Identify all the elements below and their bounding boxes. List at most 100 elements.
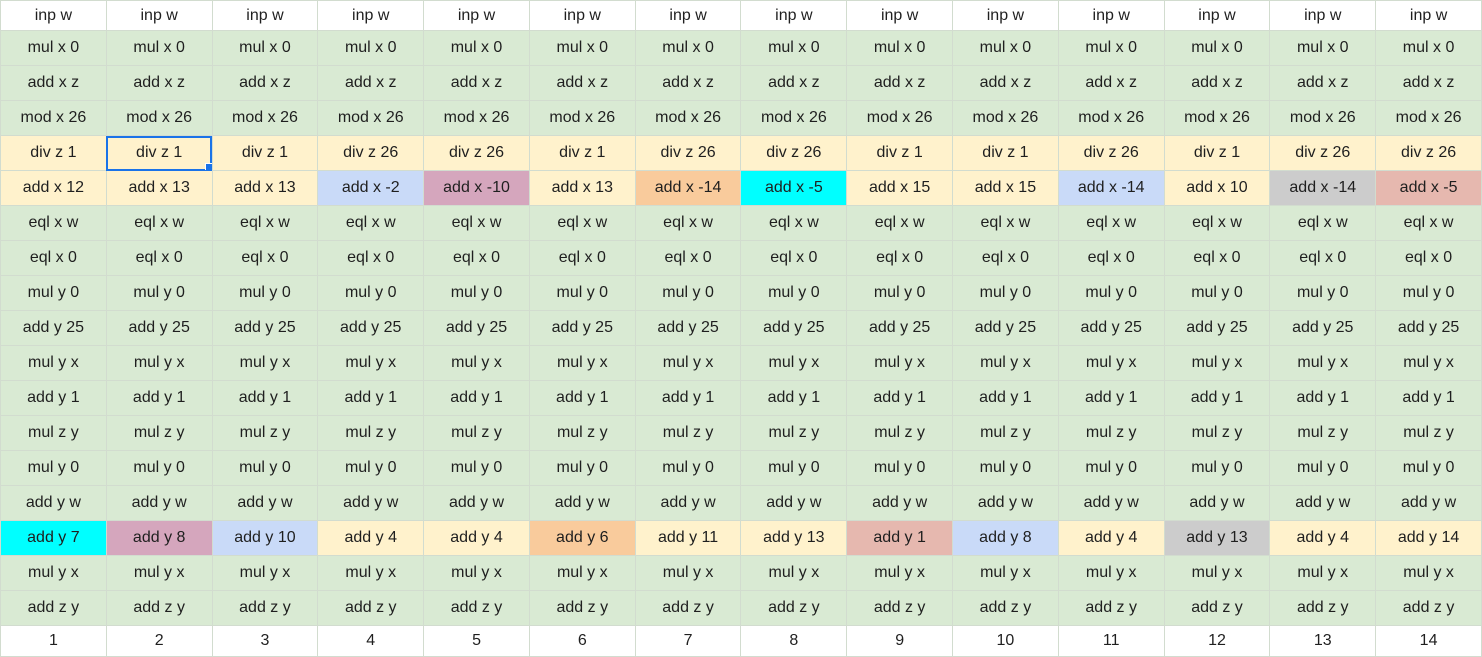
- sheet-cell[interactable]: div z 26: [1375, 135, 1482, 171]
- sheet-cell[interactable]: div z 1: [846, 135, 954, 171]
- sheet-cell[interactable]: add x 13: [528, 170, 636, 206]
- sheet-cell[interactable]: add y 1: [423, 380, 530, 416]
- sheet-cell[interactable]: add y 25: [211, 310, 319, 346]
- sheet-cell[interactable]: add y w: [952, 485, 1059, 521]
- sheet-cell[interactable]: div z 26: [1057, 135, 1165, 171]
- sheet-cell[interactable]: mul y x: [211, 345, 319, 381]
- sheet-cell[interactable]: add y 1: [1163, 380, 1271, 416]
- sheet-cell[interactable]: mul z y: [740, 415, 848, 451]
- sheet-cell[interactable]: mod x 26: [1163, 100, 1271, 136]
- sheet-cell[interactable]: mul x 0: [740, 30, 848, 66]
- sheet-cell[interactable]: div z 1: [211, 135, 319, 171]
- sheet-cell[interactable]: eql x w: [211, 205, 319, 241]
- sheet-cell[interactable]: div z 1: [1163, 135, 1271, 171]
- sheet-cell[interactable]: mul y x: [105, 555, 213, 591]
- sheet-cell[interactable]: add y w: [740, 485, 848, 521]
- sheet-cell[interactable]: add y w: [634, 485, 742, 521]
- sheet-cell[interactable]: eql x 0: [1163, 240, 1271, 276]
- sheet-cell[interactable]: add y 10: [211, 520, 319, 556]
- sheet-cell[interactable]: add y 25: [952, 310, 1059, 346]
- sheet-cell[interactable]: 10: [952, 625, 1059, 657]
- sheet-cell[interactable]: mul y 0: [0, 450, 107, 486]
- sheet-cell[interactable]: add y 25: [634, 310, 742, 346]
- sheet-cell[interactable]: mul y 0: [423, 450, 530, 486]
- sheet-cell[interactable]: mod x 26: [952, 100, 1059, 136]
- sheet-cell[interactable]: eql x 0: [105, 240, 213, 276]
- sheet-cell[interactable]: add y 13: [740, 520, 848, 556]
- sheet-cell[interactable]: mul y 0: [105, 275, 213, 311]
- sheet-cell[interactable]: mul y x: [211, 555, 319, 591]
- sheet-cell[interactable]: add z y: [1163, 590, 1271, 626]
- sheet-cell[interactable]: mul x 0: [1057, 30, 1165, 66]
- sheet-cell[interactable]: mul y 0: [846, 450, 954, 486]
- sheet-cell[interactable]: mul y x: [740, 555, 848, 591]
- sheet-cell[interactable]: mul z y: [423, 415, 530, 451]
- sheet-cell[interactable]: eql x w: [1163, 205, 1271, 241]
- sheet-cell[interactable]: mul y 0: [1163, 450, 1271, 486]
- sheet-cell[interactable]: mul z y: [1163, 415, 1271, 451]
- sheet-cell[interactable]: add z y: [528, 590, 636, 626]
- sheet-cell[interactable]: mod x 26: [1057, 100, 1165, 136]
- sheet-cell[interactable]: mul y 0: [846, 275, 954, 311]
- sheet-cell[interactable]: mul x 0: [211, 30, 319, 66]
- sheet-cell[interactable]: add y 8: [952, 520, 1059, 556]
- sheet-cell[interactable]: eql x w: [634, 205, 742, 241]
- sheet-cell[interactable]: mul y 0: [1057, 275, 1165, 311]
- sheet-cell[interactable]: add x z: [105, 65, 213, 101]
- sheet-cell[interactable]: div z 1: [952, 135, 1059, 171]
- sheet-cell[interactable]: mul y x: [1375, 555, 1482, 591]
- sheet-cell[interactable]: inp w: [1269, 0, 1377, 31]
- sheet-cell[interactable]: eql x 0: [1269, 240, 1377, 276]
- sheet-cell[interactable]: mul z y: [317, 415, 425, 451]
- sheet-cell[interactable]: eql x w: [1375, 205, 1482, 241]
- sheet-cell[interactable]: add z y: [423, 590, 530, 626]
- sheet-cell[interactable]: add y 1: [846, 380, 954, 416]
- sheet-cell[interactable]: mul x 0: [846, 30, 954, 66]
- sheet-cell[interactable]: add y w: [1057, 485, 1165, 521]
- sheet-cell[interactable]: mul y 0: [528, 450, 636, 486]
- sheet-cell[interactable]: eql x 0: [317, 240, 425, 276]
- sheet-cell[interactable]: eql x w: [740, 205, 848, 241]
- sheet-cell[interactable]: 9: [846, 625, 954, 657]
- sheet-cell[interactable]: mod x 26: [317, 100, 425, 136]
- sheet-cell[interactable]: add z y: [317, 590, 425, 626]
- sheet-cell[interactable]: mul x 0: [952, 30, 1059, 66]
- sheet-cell[interactable]: eql x w: [105, 205, 213, 241]
- sheet-cell[interactable]: add y 1: [634, 380, 742, 416]
- fill-handle[interactable]: [204, 163, 212, 170]
- sheet-cell[interactable]: add z y: [1269, 590, 1377, 626]
- sheet-cell[interactable]: mul x 0: [528, 30, 636, 66]
- sheet-cell[interactable]: add y 25: [1163, 310, 1271, 346]
- sheet-cell[interactable]: add x z: [423, 65, 530, 101]
- sheet-cell[interactable]: add y 11: [634, 520, 742, 556]
- sheet-cell[interactable]: add z y: [105, 590, 213, 626]
- sheet-cell[interactable]: div z 26: [317, 135, 425, 171]
- sheet-cell[interactable]: mul y x: [634, 345, 742, 381]
- sheet-cell[interactable]: mul y 0: [1269, 450, 1377, 486]
- sheet-cell[interactable]: mul y x: [528, 555, 636, 591]
- sheet-cell[interactable]: add x 13: [105, 170, 213, 206]
- sheet-cell[interactable]: add y 25: [740, 310, 848, 346]
- sheet-cell[interactable]: add y w: [1375, 485, 1482, 521]
- sheet-cell[interactable]: add z y: [740, 590, 848, 626]
- sheet-cell[interactable]: eql x 0: [740, 240, 848, 276]
- sheet-cell[interactable]: mul y x: [0, 345, 107, 381]
- sheet-cell[interactable]: add x -5: [1375, 170, 1482, 206]
- sheet-cell[interactable]: mul z y: [528, 415, 636, 451]
- sheet-cell[interactable]: add x z: [528, 65, 636, 101]
- sheet-cell[interactable]: add y 14: [1375, 520, 1482, 556]
- sheet-cell[interactable]: inp w: [528, 0, 636, 31]
- sheet-cell[interactable]: mul x 0: [634, 30, 742, 66]
- sheet-cell[interactable]: add y w: [0, 485, 107, 521]
- sheet-cell[interactable]: eql x 0: [952, 240, 1059, 276]
- sheet-cell[interactable]: inp w: [0, 0, 107, 31]
- sheet-cell[interactable]: mod x 26: [1269, 100, 1377, 136]
- sheet-cell[interactable]: mul y x: [1163, 345, 1271, 381]
- sheet-cell[interactable]: add y 25: [1057, 310, 1165, 346]
- sheet-cell[interactable]: div z 26: [1269, 135, 1377, 171]
- sheet-cell[interactable]: mul z y: [1057, 415, 1165, 451]
- sheet-cell[interactable]: eql x w: [317, 205, 425, 241]
- sheet-cell[interactable]: mod x 26: [740, 100, 848, 136]
- sheet-cell[interactable]: add z y: [952, 590, 1059, 626]
- sheet-cell[interactable]: 4: [317, 625, 425, 657]
